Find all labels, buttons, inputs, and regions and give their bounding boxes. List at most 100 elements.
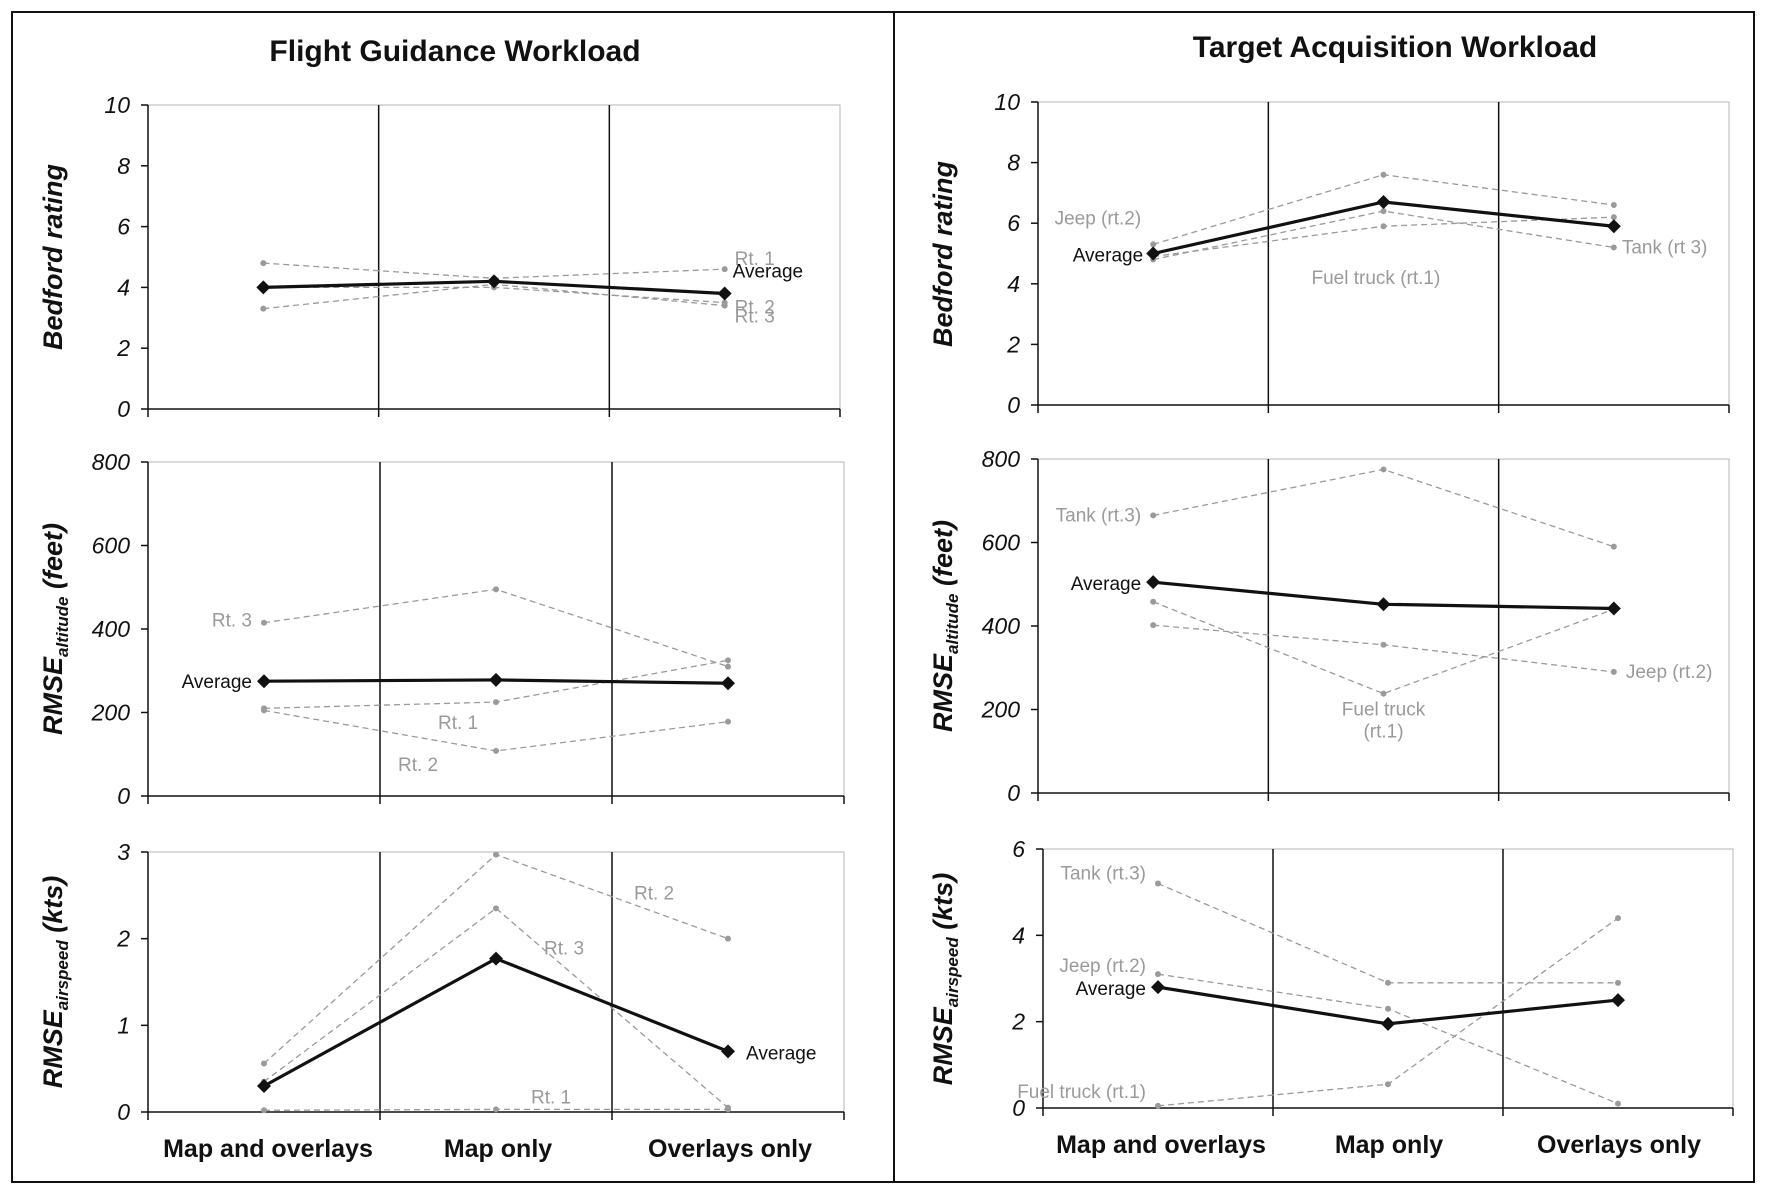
chart-4: 0 2 4 6 8 10 Bedford rating Fuel truck (rt.1) Je… [928, 89, 1730, 418]
category-label-left-map-only: Map only [444, 1135, 552, 1163]
series-jeep-rt-2: Jeep (rt.2) [1059, 956, 1621, 1107]
category-label-right-map-and-overlays: Map and overlays [1056, 1131, 1266, 1159]
category-label-left-map-and-overlays: Map and overlays [163, 1135, 373, 1163]
series-label: Average [1073, 246, 1143, 267]
y-axis-label: RMSEaltitude (feet) [38, 523, 72, 735]
y-axis-label: Bedford rating [38, 163, 68, 350]
data-point [493, 905, 499, 912]
y-tick-label: 6 [1007, 210, 1020, 236]
series-label: Rt. 1 [438, 713, 478, 734]
data-point [493, 851, 499, 858]
data-point [1385, 979, 1391, 986]
series-rt-3: Rt. 3 [212, 586, 731, 670]
series-label: Rt. 3 [544, 938, 584, 959]
data-point [1155, 880, 1161, 887]
data-point [725, 718, 731, 725]
data-point [1615, 915, 1621, 922]
figure-border [11, 11, 1755, 1183]
series-label: Jeep (rt.2) [1626, 662, 1713, 683]
series-line [1152, 601, 1615, 695]
y-tick-label: 3 [117, 839, 130, 865]
data-point [1615, 1100, 1621, 1107]
y-axis-label: Bedford rating [928, 160, 958, 347]
y-tick-label: 0 [117, 1099, 130, 1125]
data-point [261, 707, 267, 714]
data-point [1155, 1102, 1161, 1109]
chart-6: 0 2 4 6 RMSEairspeed (kts) Fuel truck (rt.1) J… [928, 836, 1734, 1121]
category-label-right-overlays-only: Overlays only [1537, 1131, 1701, 1159]
data-point [721, 676, 735, 691]
data-point [1385, 1005, 1391, 1012]
data-point [260, 305, 267, 312]
data-point [1151, 980, 1165, 995]
data-point [487, 274, 501, 289]
chart-3: 0 1 2 3 RMSEairspeed (kts) Rt. 1 Rt. 2 Rt. 3 Ave… [38, 839, 845, 1125]
data-point [257, 674, 271, 689]
series-label: Average [733, 261, 803, 282]
data-point [261, 619, 267, 626]
series-average: Average [1073, 194, 1621, 267]
series-label: Fuel truck (rt.1) [1017, 1082, 1146, 1103]
chart-5: 0 200 400 600 800 RMSEaltitude (feet) Fuel tru… [928, 446, 1730, 806]
y-axis-label: RMSEaltitude (feet) [928, 520, 962, 732]
series-label: Rt. 2 [634, 884, 674, 905]
data-point [1376, 597, 1391, 612]
data-point [1381, 1016, 1395, 1031]
y-tick-label: 8 [1007, 150, 1020, 176]
data-point [1380, 223, 1387, 230]
data-point [1610, 202, 1617, 209]
series-tank-rt-3: Tank (rt.3) [1056, 466, 1617, 550]
y-tick-label: 8 [117, 153, 130, 179]
series-average: Average [1071, 574, 1621, 616]
category-labels: Map and overlays Map only Overlays only … [163, 1131, 1701, 1163]
y-tick-label: 0 [117, 396, 130, 422]
data-point [493, 699, 499, 706]
y-tick-label: 4 [1012, 922, 1025, 948]
series-tank-rt-3: Tank (rt 3) [1150, 208, 1707, 263]
data-point [1610, 668, 1617, 675]
data-point [725, 663, 731, 670]
data-point [1610, 214, 1617, 221]
series-label: Average [746, 1043, 816, 1064]
data-point [489, 951, 503, 966]
series-average: Average [182, 672, 735, 693]
series-jeep-rt-2: Jeep (rt.2) [1150, 622, 1712, 683]
y-tick-label: 0 [1007, 392, 1020, 418]
y-tick-label: 2 [116, 335, 130, 361]
data-point [1150, 622, 1157, 629]
data-point [489, 672, 503, 687]
panel-title-flight-guidance: Flight Guidance Workload [269, 35, 640, 68]
data-point [1146, 575, 1161, 590]
y-tick-label: 4 [1007, 271, 1020, 297]
data-point [1146, 246, 1161, 261]
data-point [721, 299, 728, 306]
data-point [493, 747, 499, 754]
y-tick-label: 600 [92, 533, 131, 559]
data-point [1380, 690, 1387, 697]
series-average: Average [256, 261, 803, 301]
data-point [493, 586, 499, 593]
data-point [261, 1107, 267, 1114]
data-point [1615, 979, 1621, 986]
y-tick-label: 10 [104, 92, 130, 118]
y-tick-label: 2 [1006, 331, 1020, 357]
data-point [261, 1060, 267, 1067]
y-tick-label: 0 [117, 783, 130, 809]
series-label: Jeep (rt.2) [1059, 956, 1146, 977]
data-point [1611, 993, 1625, 1008]
series-label: Jeep (rt.2) [1055, 208, 1142, 229]
series-jeep-rt-2: Jeep (rt.2) [1055, 171, 1617, 248]
series-rt-2: Rt. 2 [261, 707, 731, 776]
series-label: Tank (rt.3) [1060, 864, 1146, 885]
data-point [1150, 512, 1157, 519]
series-label: Average [1071, 574, 1141, 595]
series-label: Average [182, 672, 252, 693]
y-tick-label: 800 [92, 449, 131, 475]
y-tick-label: 400 [982, 613, 1021, 639]
data-point [725, 935, 731, 942]
data-point [1380, 641, 1387, 648]
y-tick-label: 4 [117, 274, 130, 300]
y-tick-label: 2 [116, 926, 130, 952]
